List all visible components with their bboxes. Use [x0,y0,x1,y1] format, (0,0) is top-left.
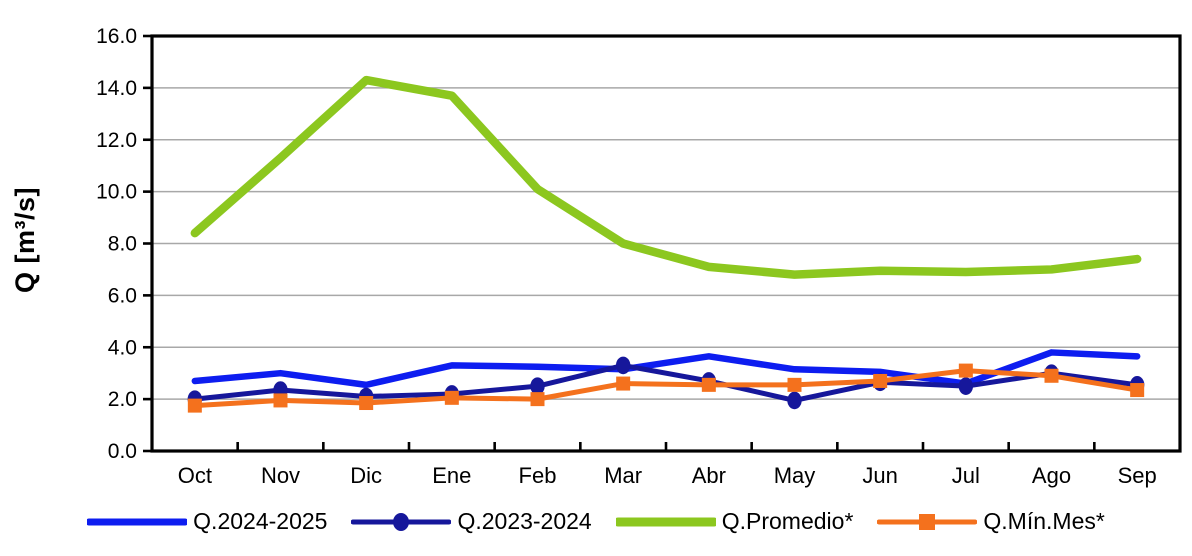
y-tick-label: 6.0 [108,284,137,307]
y-tick-label: 2.0 [108,388,137,411]
series-marker-q-m-n-mes [1044,368,1059,383]
series-line-q-m-n-mes [192,368,1140,409]
x-tick-label: May [774,463,816,488]
series-marker-q-2023-2024 [530,377,545,395]
x-tick-label: Mar [604,463,642,488]
legend-marker-q-2023-2024 [351,512,452,531]
x-tick-label: Jul [952,463,980,488]
series-line-q-2023-2024 [192,362,1140,403]
y-tick-label: 10.0 [96,181,137,204]
x-tick-label: Dic [350,463,382,488]
series-marker-q-2023-2024 [615,356,631,375]
y-tick-label: 16.0 [96,25,137,48]
series-marker-q-m-n-mes [787,377,802,392]
y-tick-label: 12.0 [96,129,137,152]
series-line-q-2024-2025 [191,349,1141,389]
x-tick-label: Ene [432,463,471,488]
series-marker-q-m-n-mes [187,398,202,413]
series-marker-q-m-n-mes [530,392,545,407]
legend-item-q-promedio: Q.Promedio* [615,508,854,535]
y-tick-label: 4.0 [108,336,137,359]
series-line-q-promedio [190,75,1142,279]
series-marker-q-2023-2024 [787,391,802,410]
x-tick-label: Feb [519,463,557,488]
series-marker-q-m-n-mes [616,376,631,391]
legend-item-q-2023-2024: Q.2023-2024 [351,508,592,535]
y-tick-label: 14.0 [96,77,137,100]
y-tick-label: 0.0 [108,440,137,463]
legend-marker-q-2024-2025 [87,518,188,525]
legend-marker-q-m-n-mes [877,513,978,530]
series-marker-q-m-n-mes [359,396,374,411]
legend-item-q-2024-2025: Q.2024-2025 [87,508,327,535]
x-tick-label: Nov [261,463,300,488]
y-tick-label: 8.0 [108,233,137,256]
x-tick-label: Abr [692,463,726,488]
series-marker-q-m-n-mes [273,393,288,408]
legend-label-q-m-n-mes: Q.Mín.Mes* [983,508,1105,534]
series-marker-q-m-n-mes [873,373,888,388]
series-marker-q-m-n-mes [701,377,716,392]
legend-label-q-2024-2025: Q.2024-2025 [193,508,328,534]
series-marker-q-m-n-mes [444,390,459,405]
x-tick-label: Ago [1032,463,1071,488]
legend-label-q-promedio: Q.Promedio* [721,508,854,534]
legend-item-q-m-n-mes: Q.Mín.Mes* [877,508,1105,535]
x-tick-label: Sep [1118,463,1157,488]
legend-marker-q-promedio [615,517,716,526]
series-marker-q-m-n-mes [1130,383,1145,398]
legend-label-q-2023-2024: Q.2023-2024 [457,508,592,534]
chart-legend: Q.2024-2025 Q.2023-2024 Q.Promedio* Q.Mín.M… [0,508,1192,535]
x-tick-label: Jun [862,463,897,488]
series-marker-q-m-n-mes [958,363,973,378]
series-marker-q-2023-2024 [958,377,974,395]
x-tick-label: Oct [178,463,212,488]
